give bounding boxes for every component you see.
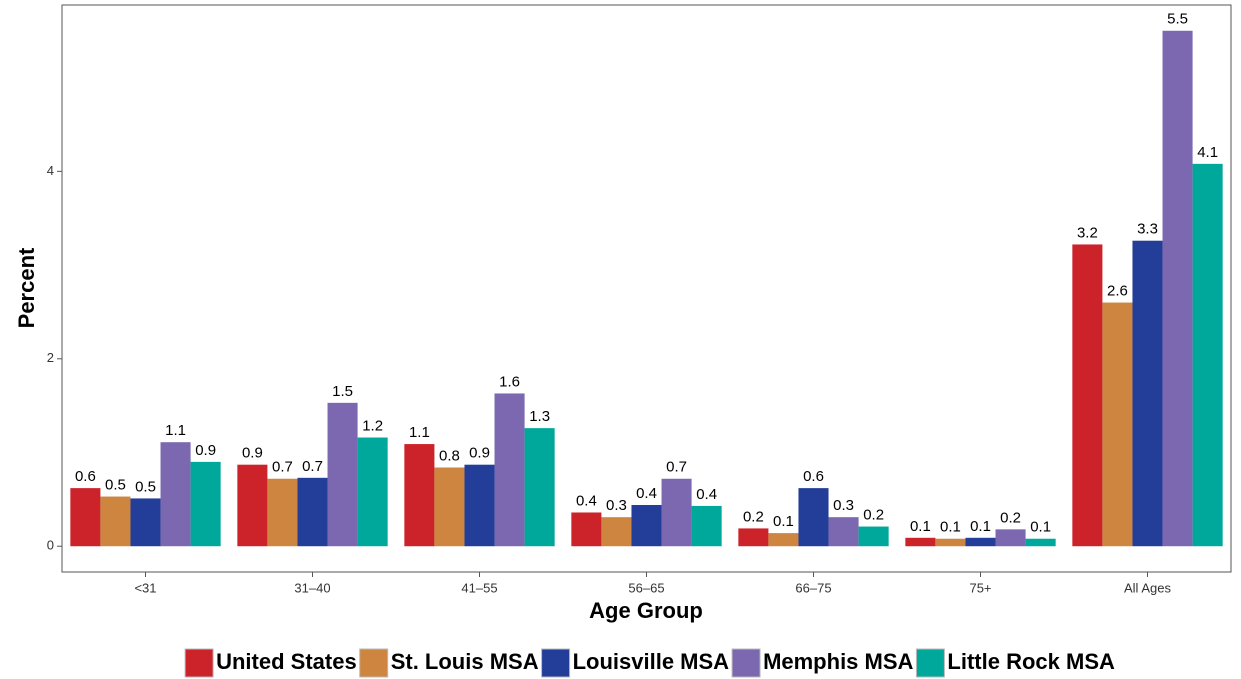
legend-swatch <box>541 648 571 678</box>
value-label: 1.6 <box>499 373 520 390</box>
value-label: 0.8 <box>439 447 460 464</box>
legend-label: St. Louis MSA <box>391 649 539 674</box>
y-tick-label: 2 <box>47 350 54 365</box>
value-label: 1.5 <box>332 383 353 400</box>
value-label: 0.2 <box>743 508 764 525</box>
bar <box>1192 163 1223 547</box>
y-tick-label: 4 <box>47 163 54 178</box>
bar <box>524 428 555 547</box>
value-label: 3.2 <box>1077 224 1098 241</box>
x-tick-label: 56–65 <box>628 580 664 595</box>
legend-label: Little Rock MSA <box>947 649 1115 674</box>
value-label: 1.1 <box>409 424 430 441</box>
bar <box>1162 30 1193 547</box>
value-label: 0.3 <box>833 497 854 514</box>
x-tick-label: 66–75 <box>795 580 831 595</box>
bar <box>905 537 936 547</box>
bar <box>935 538 966 547</box>
value-label: 1.2 <box>362 417 383 434</box>
bar <box>768 533 799 547</box>
value-label: 4.1 <box>1197 144 1218 161</box>
value-label: 0.1 <box>970 518 991 535</box>
bar <box>404 444 435 547</box>
bar <box>1025 538 1056 547</box>
bar <box>434 467 465 547</box>
bar <box>995 529 1026 547</box>
value-label: 5.5 <box>1167 11 1188 28</box>
value-label: 0.9 <box>195 442 216 459</box>
bar <box>494 393 525 547</box>
bar <box>828 517 859 547</box>
legend-swatch <box>359 648 389 678</box>
bar <box>464 464 495 547</box>
x-axis-title: Age Group <box>589 598 703 623</box>
bar <box>357 437 388 547</box>
bar <box>858 526 889 547</box>
value-label: 0.1 <box>773 513 794 530</box>
value-label: 0.7 <box>302 458 323 475</box>
bar <box>601 517 632 547</box>
bar <box>1072 244 1103 547</box>
bar <box>631 504 662 547</box>
value-label: 0.1 <box>910 518 931 535</box>
value-label: 0.7 <box>272 459 293 476</box>
legend-swatch <box>915 648 945 678</box>
value-label: 0.3 <box>606 497 627 514</box>
bar <box>738 528 769 547</box>
value-label: 0.2 <box>863 507 884 524</box>
value-label: 2.6 <box>1107 283 1128 300</box>
x-tick-label: All Ages <box>1124 580 1171 595</box>
value-label: 0.2 <box>1000 509 1021 526</box>
bar <box>267 478 298 547</box>
legend-label: United States <box>216 649 357 674</box>
y-axis-title: Percent <box>14 247 39 328</box>
x-tick-label: 31–40 <box>294 580 330 595</box>
bar <box>327 402 358 547</box>
y-tick-label: 0 <box>47 538 54 553</box>
bar <box>70 488 101 547</box>
bar <box>1102 302 1133 547</box>
value-label: 0.6 <box>75 468 96 485</box>
bar <box>100 496 131 547</box>
bar <box>965 537 996 547</box>
value-label: 0.9 <box>242 445 263 462</box>
value-label: 0.1 <box>1030 519 1051 536</box>
value-label: 0.4 <box>576 492 597 509</box>
value-label: 0.4 <box>636 485 657 502</box>
bar <box>130 498 161 547</box>
x-tick-label: <31 <box>134 580 156 595</box>
value-label: 0.9 <box>469 445 490 462</box>
bar <box>661 478 692 547</box>
value-label: 0.5 <box>135 478 156 495</box>
value-label: 0.7 <box>666 459 687 476</box>
bar <box>571 512 602 547</box>
bar <box>190 461 221 547</box>
value-label: 0.1 <box>940 519 961 536</box>
legend-label: Louisville MSA <box>573 649 730 674</box>
x-tick-label: 75+ <box>969 580 991 595</box>
legend-label: Memphis MSA <box>763 649 913 674</box>
bar <box>297 477 328 547</box>
value-label: 0.6 <box>803 468 824 485</box>
bar <box>160 442 191 547</box>
bar <box>1132 240 1163 547</box>
value-label: 3.3 <box>1137 221 1158 238</box>
value-label: 1.1 <box>165 422 186 439</box>
bar <box>237 464 268 547</box>
value-label: 0.5 <box>105 477 126 494</box>
value-label: 0.4 <box>696 486 717 503</box>
x-tick-label: 41–55 <box>461 580 497 595</box>
value-label: 1.3 <box>529 408 550 425</box>
bar <box>798 488 829 547</box>
bar <box>691 505 722 547</box>
legend-swatch <box>184 648 214 678</box>
legend-swatch <box>731 648 761 678</box>
